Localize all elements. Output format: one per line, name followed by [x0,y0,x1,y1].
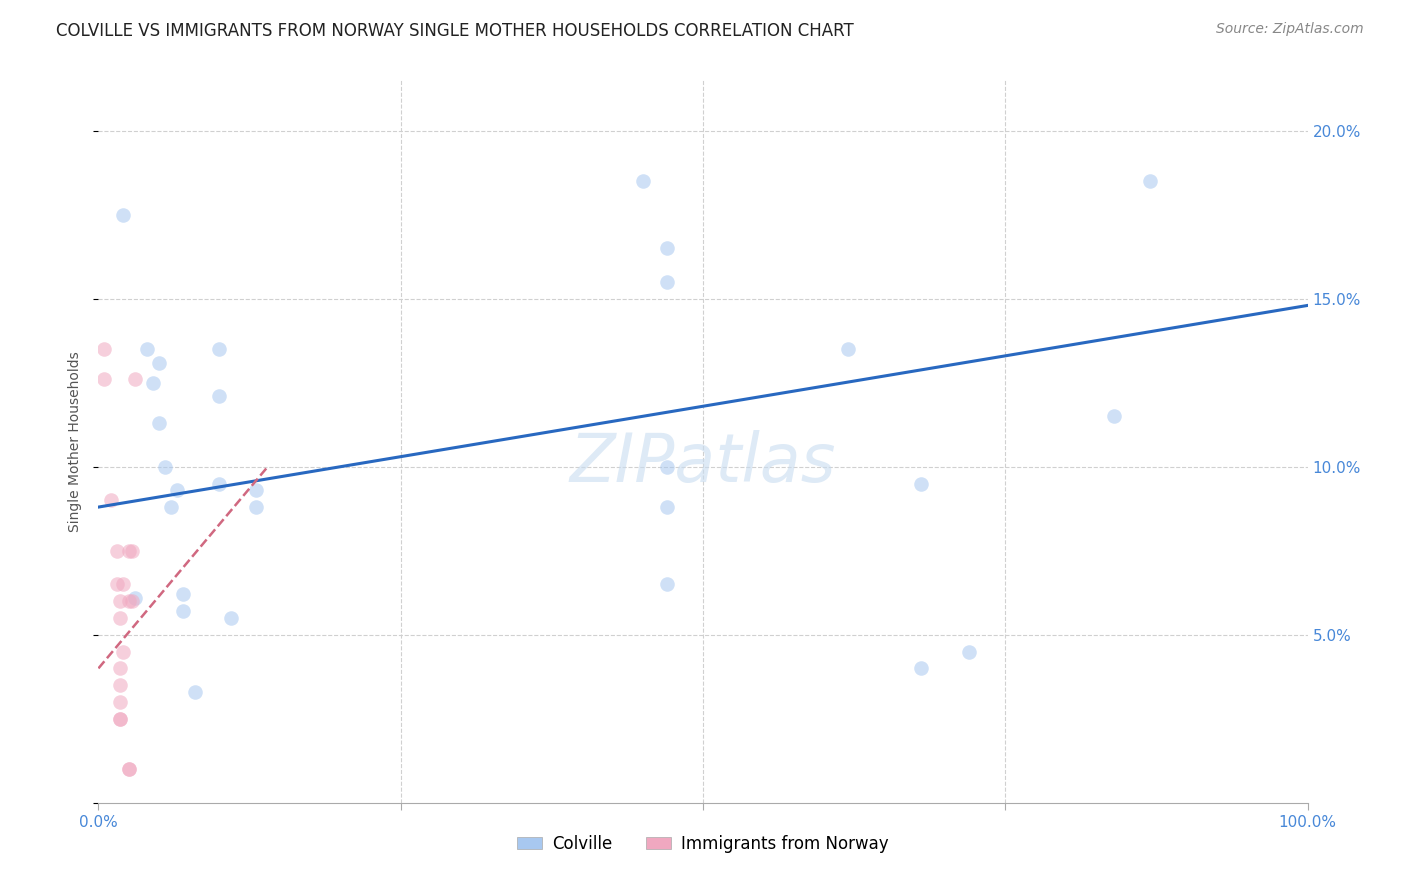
Point [245,483,267,498]
Point [105,577,128,591]
Point [208,476,231,491]
Point [655,275,678,289]
Point [245,500,267,514]
Point [184,685,207,699]
Point [172,604,194,618]
Point [118,762,141,776]
Text: ZIPatlas: ZIPatlas [569,430,837,496]
Point [118,594,141,608]
Point [166,483,188,498]
Point [655,241,678,255]
Point [148,355,170,369]
Point [631,174,654,188]
Point [100,493,122,508]
Point [208,342,231,356]
Point [108,661,131,675]
Point [957,644,980,658]
Legend: Colville, Immigrants from Norway: Colville, Immigrants from Norway [510,828,896,860]
Point [142,376,165,390]
Point [135,342,157,356]
Point [221,611,243,625]
Point [111,577,134,591]
Point [108,712,131,726]
Text: COLVILLE VS IMMIGRANTS FROM NORWAY SINGLE MOTHER HOUSEHOLDS CORRELATION CHART: COLVILLE VS IMMIGRANTS FROM NORWAY SINGL… [56,22,853,40]
Point [124,372,146,386]
Point [655,500,678,514]
Point [910,661,932,675]
Point [208,389,231,403]
Text: Source: ZipAtlas.com: Source: ZipAtlas.com [1216,22,1364,37]
Y-axis label: Single Mother Households: Single Mother Households [69,351,83,532]
Point [910,476,932,491]
Point [108,594,131,608]
Point [655,577,678,591]
Point [108,678,131,692]
Point [1139,174,1161,188]
Point [172,587,194,601]
Point [111,208,134,222]
Point [105,543,128,558]
Point [124,591,146,605]
Point [121,594,143,608]
Point [121,543,143,558]
Point [93,372,115,386]
Point [111,644,134,658]
Point [118,762,141,776]
Point [108,712,131,726]
Point [108,611,131,625]
Point [93,342,115,356]
Point [108,695,131,709]
Point [118,543,141,558]
Point [160,500,183,514]
Point [1102,409,1125,424]
Point [837,342,859,356]
Point [148,416,170,430]
Point [153,459,176,474]
Point [655,459,678,474]
